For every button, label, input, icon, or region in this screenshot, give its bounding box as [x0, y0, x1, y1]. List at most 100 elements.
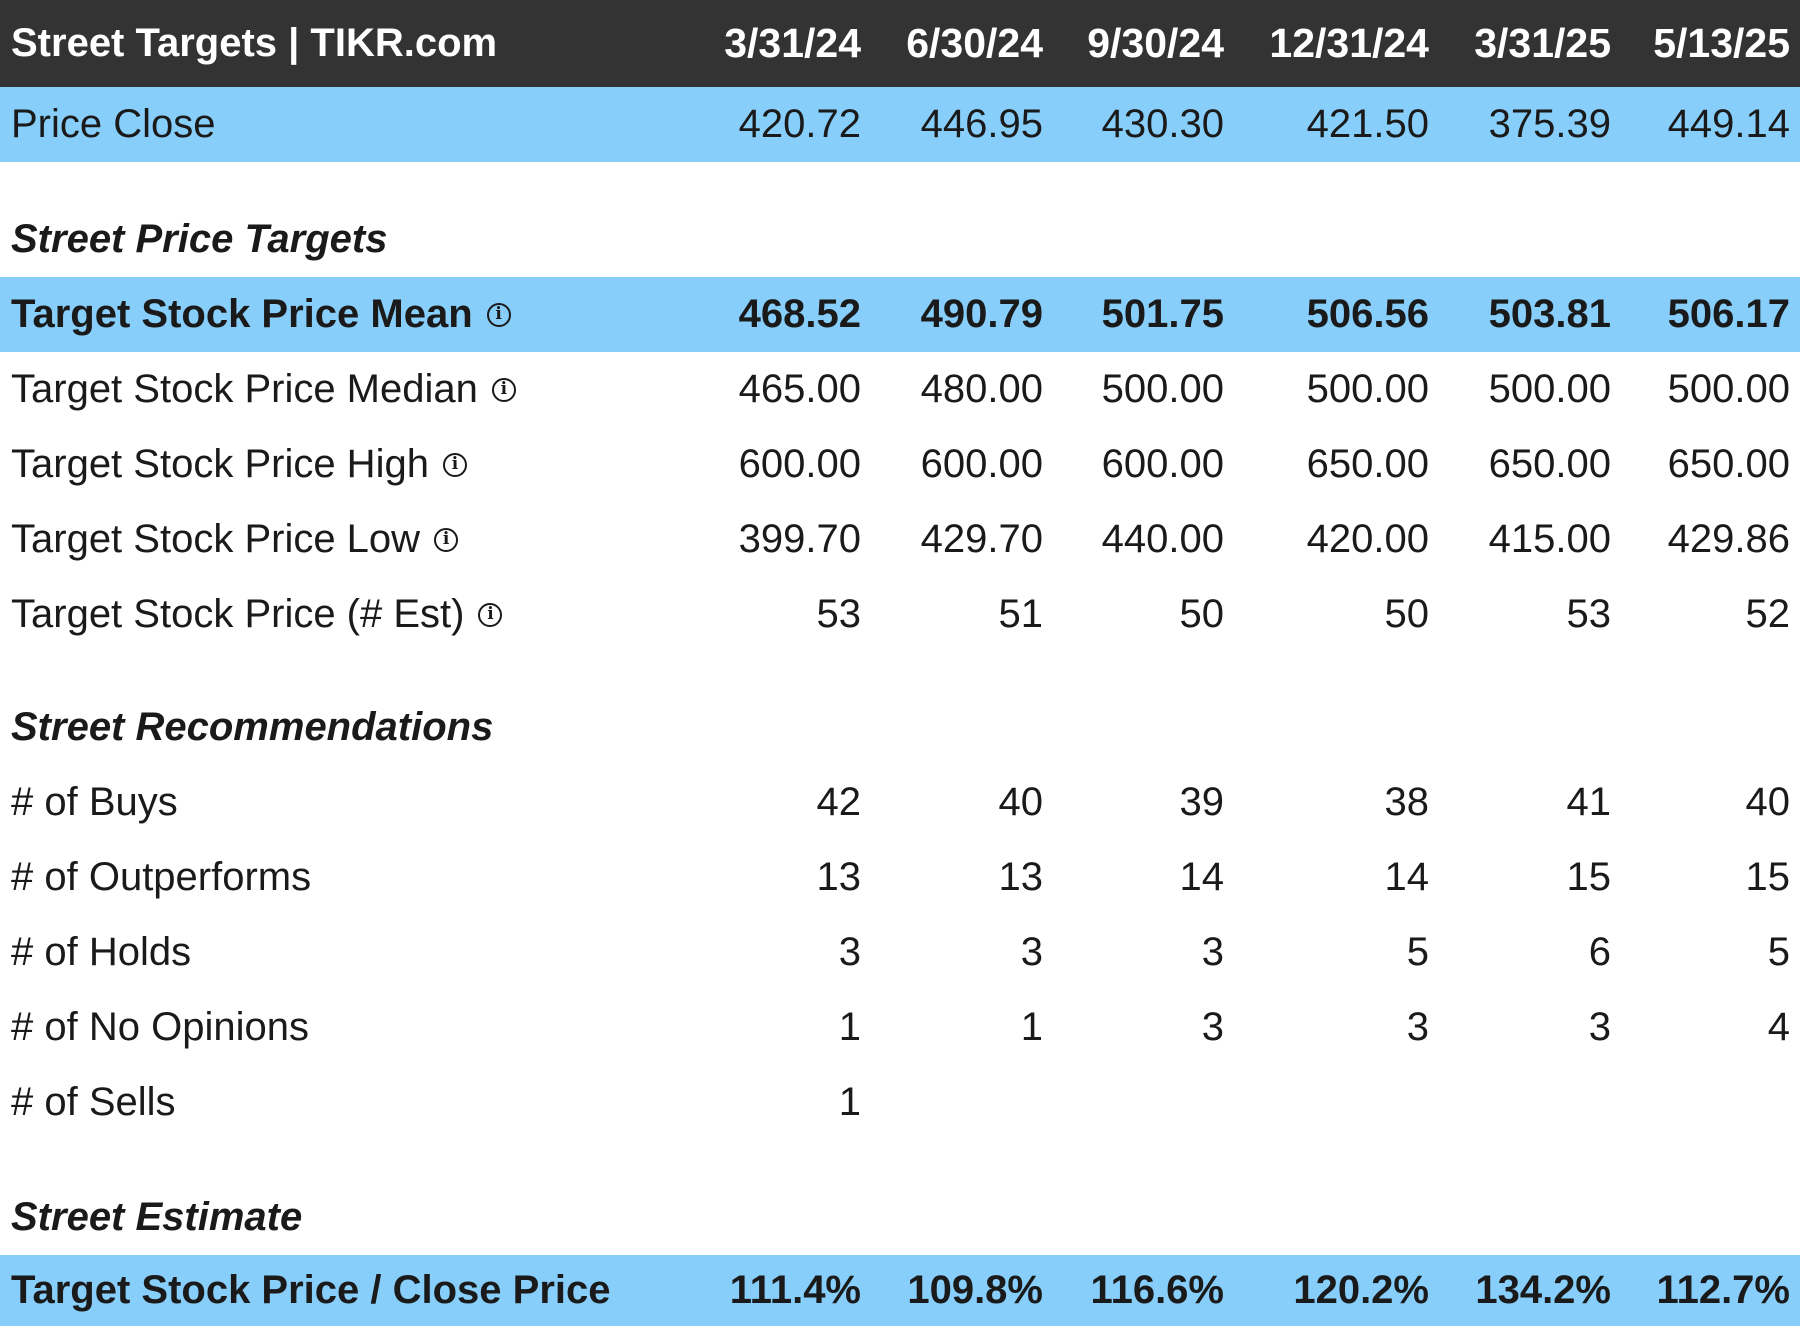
table-row: Target Stock Price High i 600.00 600.00 …: [0, 427, 1800, 502]
table-cell: 600.00: [738, 442, 861, 486]
table-cell: 501.75: [1101, 292, 1224, 336]
table-cell: 506.56: [1306, 292, 1429, 336]
table-cell: 415.00: [1488, 517, 1611, 561]
table-cell: 50: [1384, 592, 1430, 636]
table-cell: 429.86: [1667, 517, 1790, 561]
table-cell: 14: [1179, 855, 1225, 899]
column-header-date: 12/31/24: [1269, 20, 1429, 66]
table-row: # of Sells 1: [0, 1065, 1800, 1140]
table-row: Target Stock Price (# Est) i 53 51 50 50…: [0, 577, 1800, 652]
row-label: Target Stock Price (# Est): [11, 592, 465, 636]
row-label-wrap: Target Stock Price High i: [11, 442, 467, 487]
table-row: Target Stock Price Low i 399.70 429.70 4…: [0, 502, 1800, 577]
table-cell: 38: [1384, 780, 1430, 824]
table-cell: 109.8%: [907, 1268, 1043, 1312]
table-cell: 13: [816, 855, 862, 899]
row-label: # of Sells: [11, 1080, 176, 1124]
table-cell: 120.2%: [1293, 1268, 1429, 1312]
row-label: # of Buys: [11, 780, 178, 824]
table-cell: 14: [1384, 855, 1430, 899]
table-cell: 600.00: [1101, 442, 1224, 486]
table-cell: 4: [1767, 1005, 1790, 1049]
section-title: Street Estimate: [11, 1195, 303, 1239]
table-row: # of No Opinions 1 1 3 3 3 4: [0, 990, 1800, 1065]
row-label: Target Stock Price Median: [11, 367, 478, 411]
table-cell: 449.14: [1667, 102, 1790, 146]
table-cell: 3: [1020, 930, 1043, 974]
table-cell: 650.00: [1306, 442, 1429, 486]
table-cell: 420.72: [738, 102, 861, 146]
table-cell: 420.00: [1306, 517, 1429, 561]
table-cell: 116.6%: [1090, 1268, 1224, 1312]
table-cell: 15: [1745, 855, 1791, 899]
table-cell: 52: [1745, 592, 1791, 636]
table-cell: 39: [1179, 780, 1225, 824]
row-label: # of No Opinions: [11, 1005, 309, 1049]
table-cell: 446.95: [920, 102, 1043, 146]
table-header: Street Targets | TIKR.com 3/31/24 6/30/2…: [0, 0, 1800, 87]
table-cell: 375.39: [1488, 102, 1611, 146]
table-row: # of Holds 3 3 3 5 6 5: [0, 915, 1800, 990]
section-heading-recommendations: Street Recommendations: [0, 690, 1800, 765]
table-cell: 1: [838, 1005, 861, 1049]
row-label: # of Holds: [11, 930, 192, 974]
table-cell: 53: [816, 592, 862, 636]
table-cell: 134.2%: [1475, 1268, 1611, 1312]
info-circle-icon[interactable]: i: [486, 302, 511, 327]
table-cell: 500.00: [1101, 367, 1224, 411]
price-close-row: Price Close 420.72 446.95 430.30 421.50 …: [0, 87, 1800, 162]
table-cell: 500.00: [1488, 367, 1611, 411]
section-title: Street Recommendations: [11, 705, 494, 749]
table-cell: 480.00: [920, 367, 1043, 411]
table-cell: 650.00: [1488, 442, 1611, 486]
table-cell: 40: [1745, 780, 1791, 824]
table-cell: 5: [1767, 930, 1790, 974]
table-cell: 506.17: [1667, 292, 1790, 336]
table-cell: 41: [1566, 780, 1612, 824]
table-cell: 500.00: [1306, 367, 1429, 411]
table-cell: 650.00: [1667, 442, 1790, 486]
table-cell: 42: [816, 780, 862, 824]
row-label: Target Stock Price High: [11, 442, 429, 486]
table-cell: 3: [1588, 1005, 1611, 1049]
section-heading-price-targets: Street Price Targets: [0, 202, 1800, 277]
page-title: Street Targets | TIKR.com: [11, 21, 498, 65]
column-header-date: 9/30/24: [1087, 20, 1224, 66]
table-cell: 465.00: [738, 367, 861, 411]
table-cell: 429.70: [920, 517, 1043, 561]
column-header-date: 5/13/25: [1653, 20, 1790, 66]
table-cell: 111.4%: [729, 1268, 861, 1312]
info-circle-icon[interactable]: i: [491, 377, 516, 402]
table-cell: 15: [1566, 855, 1612, 899]
row-label: # of Outperforms: [11, 855, 312, 899]
table-cell: 5: [1406, 930, 1429, 974]
table-cell: 3: [1406, 1005, 1429, 1049]
table-cell: 1: [838, 1080, 861, 1124]
table-cell: 600.00: [920, 442, 1043, 486]
table-row: Target Stock Price Median i 465.00 480.0…: [0, 352, 1800, 427]
table-cell: 490.79: [920, 292, 1043, 336]
info-circle-icon[interactable]: i: [478, 602, 503, 627]
table-row: # of Buys 42 40 39 38 41 40: [0, 765, 1800, 840]
table-cell: 500.00: [1667, 367, 1790, 411]
table-cell: 50: [1179, 592, 1225, 636]
table-row: Target Stock Price Mean i 468.52 490.79 …: [0, 277, 1800, 352]
section-title: Street Price Targets: [11, 217, 388, 261]
table-row: Target Stock Price / Close Price 111.4% …: [0, 1255, 1800, 1326]
section-heading-estimate: Street Estimate: [0, 1180, 1800, 1255]
table-cell: 6: [1588, 930, 1611, 974]
info-circle-icon[interactable]: i: [434, 527, 459, 552]
row-label-wrap: Target Stock Price Low i: [11, 517, 459, 562]
table-cell: 503.81: [1488, 292, 1611, 336]
table-cell: 13: [998, 855, 1044, 899]
table-cell: 3: [1201, 930, 1224, 974]
row-label: Target Stock Price Mean: [11, 292, 473, 336]
table-cell: 440.00: [1101, 517, 1224, 561]
table-cell: 51: [998, 592, 1044, 636]
info-circle-icon[interactable]: i: [442, 452, 467, 477]
row-label-wrap: Target Stock Price (# Est) i: [11, 592, 503, 637]
column-header-date: 6/30/24: [906, 20, 1043, 66]
table-cell: 421.50: [1306, 102, 1429, 146]
row-label: Target Stock Price Low: [11, 517, 421, 561]
table-cell: 3: [838, 930, 861, 974]
